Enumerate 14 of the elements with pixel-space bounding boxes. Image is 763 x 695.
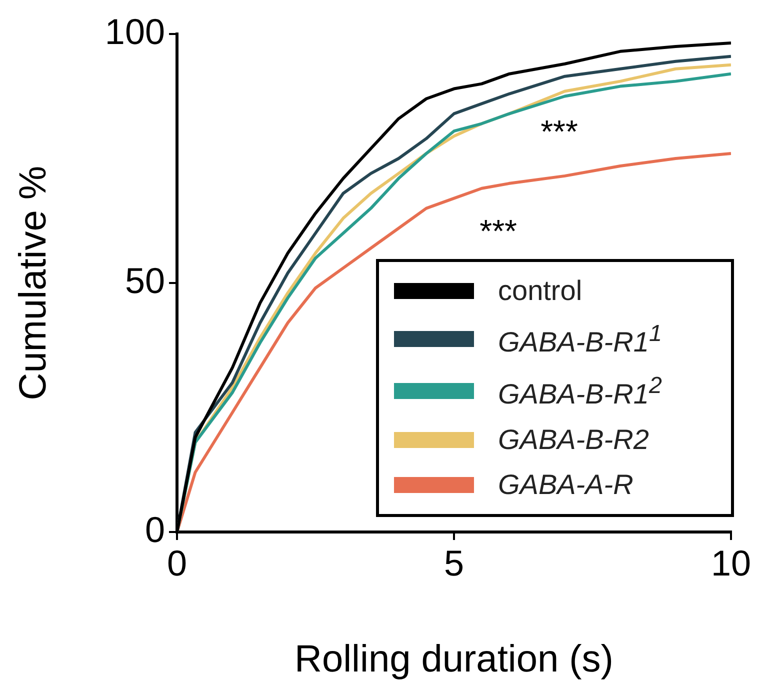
y-axis-title: Cumulative % xyxy=(12,166,54,400)
legend-label: GABA-B-R2 xyxy=(498,424,649,456)
legend-label: GABA-B-R1$^{1}$ xyxy=(498,320,662,359)
legend-label: control xyxy=(498,274,582,307)
annotation: *** xyxy=(540,113,578,150)
x-tick-label: 10 xyxy=(710,542,751,584)
y-tick-label: 0 xyxy=(144,508,165,550)
x-tick-label: 5 xyxy=(444,542,464,584)
y-tick-label: 50 xyxy=(124,260,165,301)
x-axis-title: Rolling duration (s) xyxy=(294,638,614,681)
legend-label: GABA-B-R1$^{2}$ xyxy=(498,372,662,410)
y-tick-label: 100 xyxy=(104,10,165,52)
annotation: *** xyxy=(480,213,517,250)
legend-label: GABA-A-R xyxy=(498,469,634,502)
